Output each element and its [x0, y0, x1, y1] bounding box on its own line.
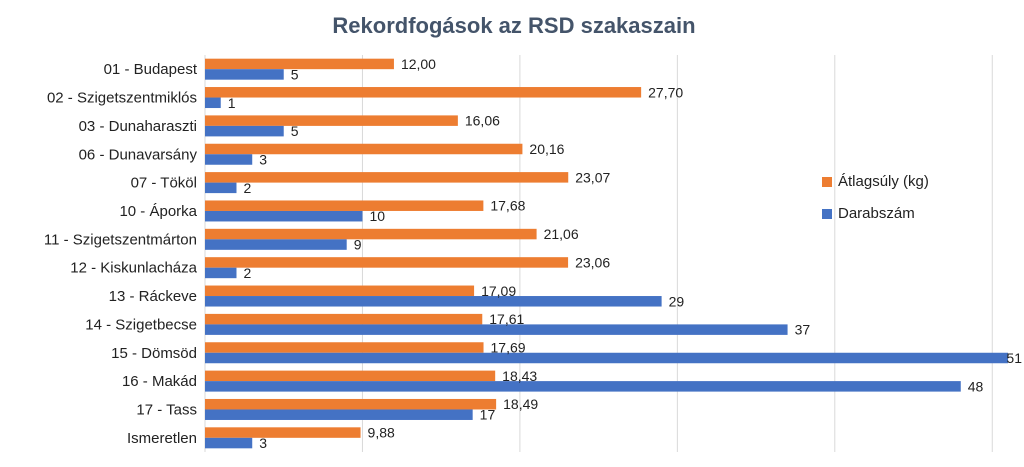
legend: Átlagsúly (kg) Darabszám: [822, 173, 929, 222]
count-data-label: 48: [968, 378, 984, 394]
avg-weight-data-label: 12,00: [401, 56, 436, 72]
category-label: 14 - Szigetbecse: [85, 316, 197, 333]
avg-weight-data-label: 17,69: [491, 340, 526, 356]
category-label: 17 - Tass: [136, 401, 197, 418]
avg-weight-bar: [205, 398, 497, 410]
count-data-label: 9: [354, 237, 362, 253]
category-label: 07 - Tököl: [131, 175, 197, 192]
count-bar: [205, 352, 1008, 364]
avg-weight-data-label: 9,88: [368, 425, 395, 441]
count-bar: [205, 409, 473, 420]
category-label: 15 - Dömsöd: [111, 345, 197, 362]
avg-weight-bar: [205, 370, 496, 382]
avg-weight-data-label: 18,49: [503, 396, 538, 412]
avg-weight-bar: [205, 342, 484, 353]
avg-weight-bar: [205, 115, 458, 126]
count-data-label: 2: [243, 265, 251, 281]
count-bar: [205, 125, 284, 137]
category-label: 02 - Szigetszentmiklós: [47, 90, 197, 107]
legend-swatch-avg-weight: [822, 177, 832, 187]
legend-label-avg-weight: Átlagsúly (kg): [838, 173, 929, 190]
avg-weight-data-label: 27,70: [648, 84, 683, 100]
labels: 01 - Budapest 12,00 5 02 - Szigetszentmikló…: [44, 56, 1022, 451]
count-bar: [205, 239, 347, 250]
count-data-label: 51: [1006, 350, 1022, 366]
avg-weight-bar: [205, 257, 569, 268]
count-data-label: 3: [259, 152, 267, 168]
avg-weight-bar: [205, 200, 484, 211]
category-label: 06 - Dunavarsány: [79, 146, 198, 163]
count-data-label: 17: [480, 407, 496, 423]
category-label: 16 - Makád: [122, 373, 197, 390]
count-bar: [205, 182, 237, 194]
count-data-label: 5: [291, 123, 299, 139]
avg-weight-bar: [205, 58, 394, 70]
category-label: 13 - Ráckeve: [109, 288, 197, 305]
count-bar: [205, 437, 253, 449]
avg-weight-data-label: 23,06: [575, 254, 610, 270]
avg-weight-data-label: 17,68: [490, 198, 525, 214]
count-bar: [205, 210, 363, 222]
count-bar: [205, 154, 253, 165]
avg-weight-bar: [205, 427, 361, 438]
avg-weight-data-label: 20,16: [529, 141, 564, 157]
category-label: 10 - Áporka: [119, 203, 197, 220]
category-label: 11 - Szigetszentmárton: [44, 231, 197, 248]
legend-label-count: Darabszám: [838, 205, 915, 222]
count-bar: [205, 296, 662, 307]
chart-title: Rekordfogások az RSD szakaszain: [332, 13, 695, 38]
avg-weight-bar: [205, 143, 523, 155]
count-data-label: 29: [669, 293, 685, 309]
avg-weight-data-label: 16,06: [465, 113, 500, 129]
category-label: 01 - Budapest: [104, 61, 198, 78]
count-data-label: 3: [259, 435, 267, 451]
avg-weight-bar: [205, 313, 483, 325]
avg-weight-data-label: 17,09: [481, 283, 516, 299]
count-bar: [205, 267, 237, 279]
count-bar: [205, 97, 221, 109]
count-data-label: 37: [795, 322, 811, 338]
avg-weight-data-label: 23,07: [575, 169, 610, 185]
category-label: Ismeretlen: [127, 430, 197, 447]
count-data-label: 5: [291, 66, 299, 82]
bars: [205, 58, 1008, 449]
category-label: 03 - Dunaharaszti: [79, 118, 197, 135]
legend-swatch-count: [822, 209, 832, 219]
avg-weight-bar: [205, 87, 642, 98]
count-data-label: 10: [369, 208, 385, 224]
avg-weight-bar: [205, 172, 569, 183]
count-bar: [205, 381, 961, 392]
avg-weight-data-label: 17,61: [489, 311, 524, 327]
count-data-label: 2: [243, 180, 251, 196]
count-data-label: 1: [228, 95, 236, 111]
avg-weight-data-label: 21,06: [544, 226, 579, 242]
count-bar: [205, 69, 284, 80]
count-bar: [205, 324, 788, 335]
category-label: 12 - Kiskunlacháza: [70, 260, 197, 277]
avg-weight-data-label: 18,43: [502, 368, 537, 384]
avg-weight-bar: [205, 285, 475, 297]
avg-weight-bar: [205, 228, 537, 240]
